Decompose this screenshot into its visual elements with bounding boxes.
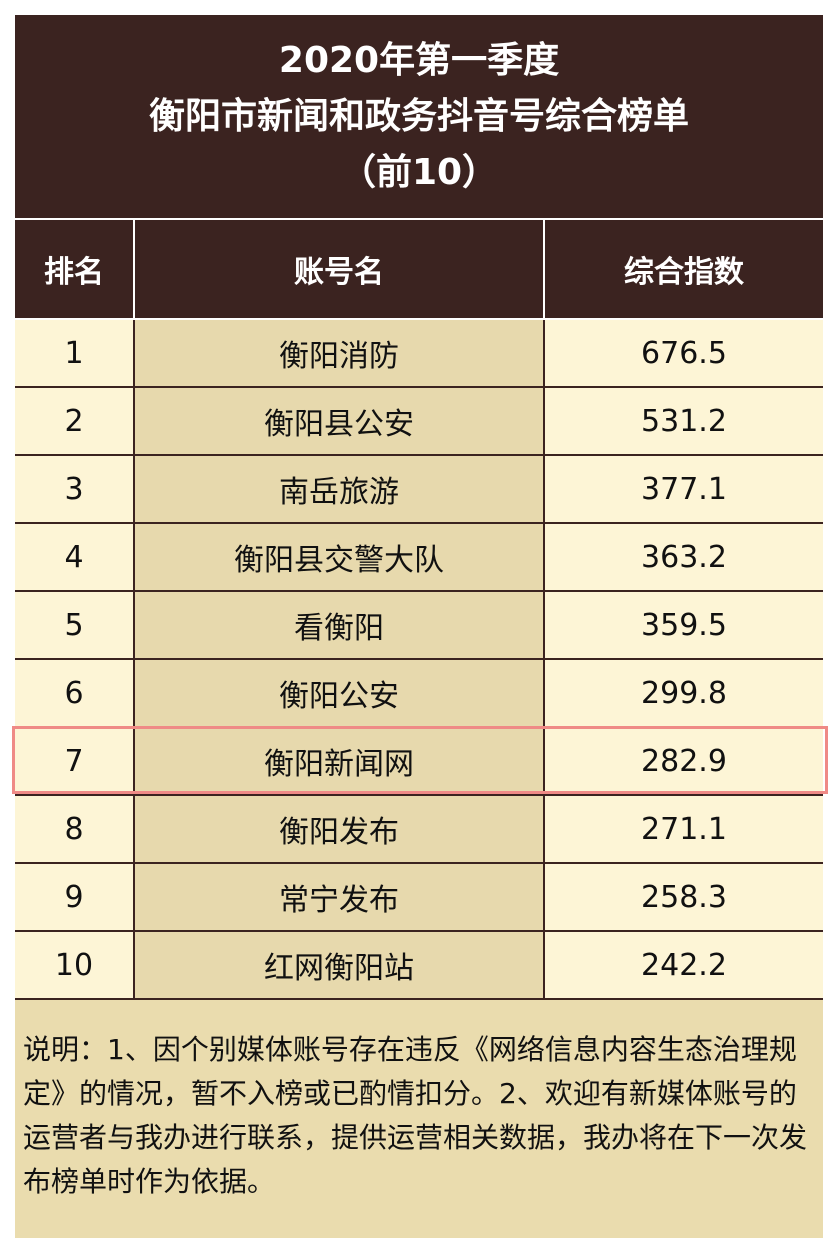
table-row: 4 衡阳县交警大队 363.2 bbox=[15, 524, 823, 592]
table-cell: 1 bbox=[15, 320, 135, 386]
table-cell: 531.2 bbox=[545, 388, 823, 454]
table-cell: 8 bbox=[15, 796, 135, 862]
table-cell: 377.1 bbox=[545, 456, 823, 522]
table-cell: 4 bbox=[15, 524, 135, 590]
table-cell: 5 bbox=[15, 592, 135, 658]
table-cell: 9 bbox=[15, 864, 135, 930]
table-row: 1 衡阳消防 676.5 bbox=[15, 320, 823, 388]
table-cell: 676.5 bbox=[545, 320, 823, 386]
table-cell: 衡阳公安 bbox=[135, 660, 545, 726]
table-cell: 衡阳新闻网 bbox=[135, 728, 545, 794]
table-body: 1 衡阳消防 676.5 2 衡阳县公安 531.2 3 南岳旅游 377.1 4 衡阳县交警大队 3… bbox=[15, 320, 823, 1000]
column-header: 综合指数 bbox=[545, 220, 823, 318]
table-row: 8 衡阳发布 271.1 bbox=[15, 796, 823, 864]
table-cell: 看衡阳 bbox=[135, 592, 545, 658]
table-cell: 常宁发布 bbox=[135, 864, 545, 930]
row-highlight bbox=[12, 726, 828, 794]
table-cell: 衡阳消防 bbox=[135, 320, 545, 386]
table-cell: 258.3 bbox=[545, 864, 823, 930]
table-cell: 6 bbox=[15, 660, 135, 726]
table-row: 10 红网衡阳站 242.2 bbox=[15, 932, 823, 1000]
table-cell: 359.5 bbox=[545, 592, 823, 658]
table-cell: 衡阳县公安 bbox=[135, 388, 545, 454]
table-row: 5 看衡阳 359.5 bbox=[15, 592, 823, 660]
table-cell: 282.9 bbox=[545, 728, 823, 794]
table-row: 9 常宁发布 258.3 bbox=[15, 864, 823, 932]
table-cell: 3 bbox=[15, 456, 135, 522]
column-header: 账号名 bbox=[135, 220, 545, 318]
table-cell: 10 bbox=[15, 932, 135, 998]
title-line: 衡阳市新闻和政务抖音号综合榜单 bbox=[148, 95, 689, 137]
table-cell: 红网衡阳站 bbox=[135, 932, 545, 998]
table-cell: 271.1 bbox=[545, 796, 823, 862]
column-header: 排名 bbox=[15, 220, 135, 318]
table-cell: 7 bbox=[15, 728, 135, 794]
title-line: 2020年第一季度 bbox=[278, 39, 560, 81]
table-cell: 衡阳县交警大队 bbox=[135, 524, 545, 590]
table-cell: 衡阳发布 bbox=[135, 796, 545, 862]
table-cell: 242.2 bbox=[545, 932, 823, 998]
title-line: （前10） bbox=[339, 151, 499, 193]
table-row: 7 衡阳新闻网 282.9 bbox=[15, 728, 823, 796]
table-row: 2 衡阳县公安 531.2 bbox=[15, 388, 823, 456]
title-banner: 2020年第一季度 衡阳市新闻和政务抖音号综合榜单 （前10） bbox=[15, 15, 823, 218]
table-cell: 363.2 bbox=[545, 524, 823, 590]
table-row: 6 衡阳公安 299.8 bbox=[15, 660, 823, 728]
table-cell: 南岳旅游 bbox=[135, 456, 545, 522]
table-header: 排名 账号名 综合指数 bbox=[15, 220, 823, 318]
table-row: 3 南岳旅游 377.1 bbox=[15, 456, 823, 524]
table-cell: 2 bbox=[15, 388, 135, 454]
note: 说明：1、因个别媒体账号存在违反《网络信息内容生态治理规定》的情况，暂不入榜或已… bbox=[15, 1000, 823, 1238]
table-cell: 299.8 bbox=[545, 660, 823, 726]
